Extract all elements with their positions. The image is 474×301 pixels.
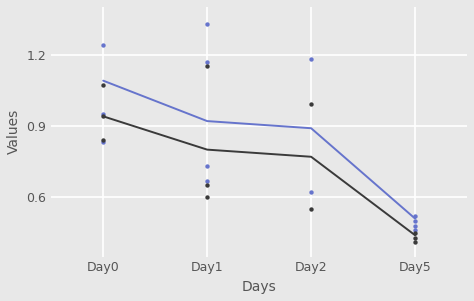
Point (203, 195, 211, 200)
Point (411, 240, 419, 245)
Point (100, 114, 107, 119)
Point (203, 178, 211, 183)
Point (411, 228, 419, 233)
Point (411, 235, 419, 240)
Point (100, 83, 107, 88)
Point (307, 207, 315, 212)
Point (203, 183, 211, 188)
Point (307, 57, 315, 62)
Point (411, 214, 419, 219)
Point (307, 102, 315, 107)
Point (203, 164, 211, 169)
Point (203, 21, 211, 26)
Point (203, 59, 211, 64)
Point (411, 231, 419, 235)
Point (100, 42, 107, 47)
Point (100, 112, 107, 116)
Point (100, 140, 107, 145)
X-axis label: Days: Days (242, 280, 276, 294)
Point (203, 64, 211, 69)
Point (411, 223, 419, 228)
Point (307, 190, 315, 195)
Y-axis label: Values: Values (7, 109, 21, 154)
Point (100, 138, 107, 142)
Point (411, 219, 419, 223)
